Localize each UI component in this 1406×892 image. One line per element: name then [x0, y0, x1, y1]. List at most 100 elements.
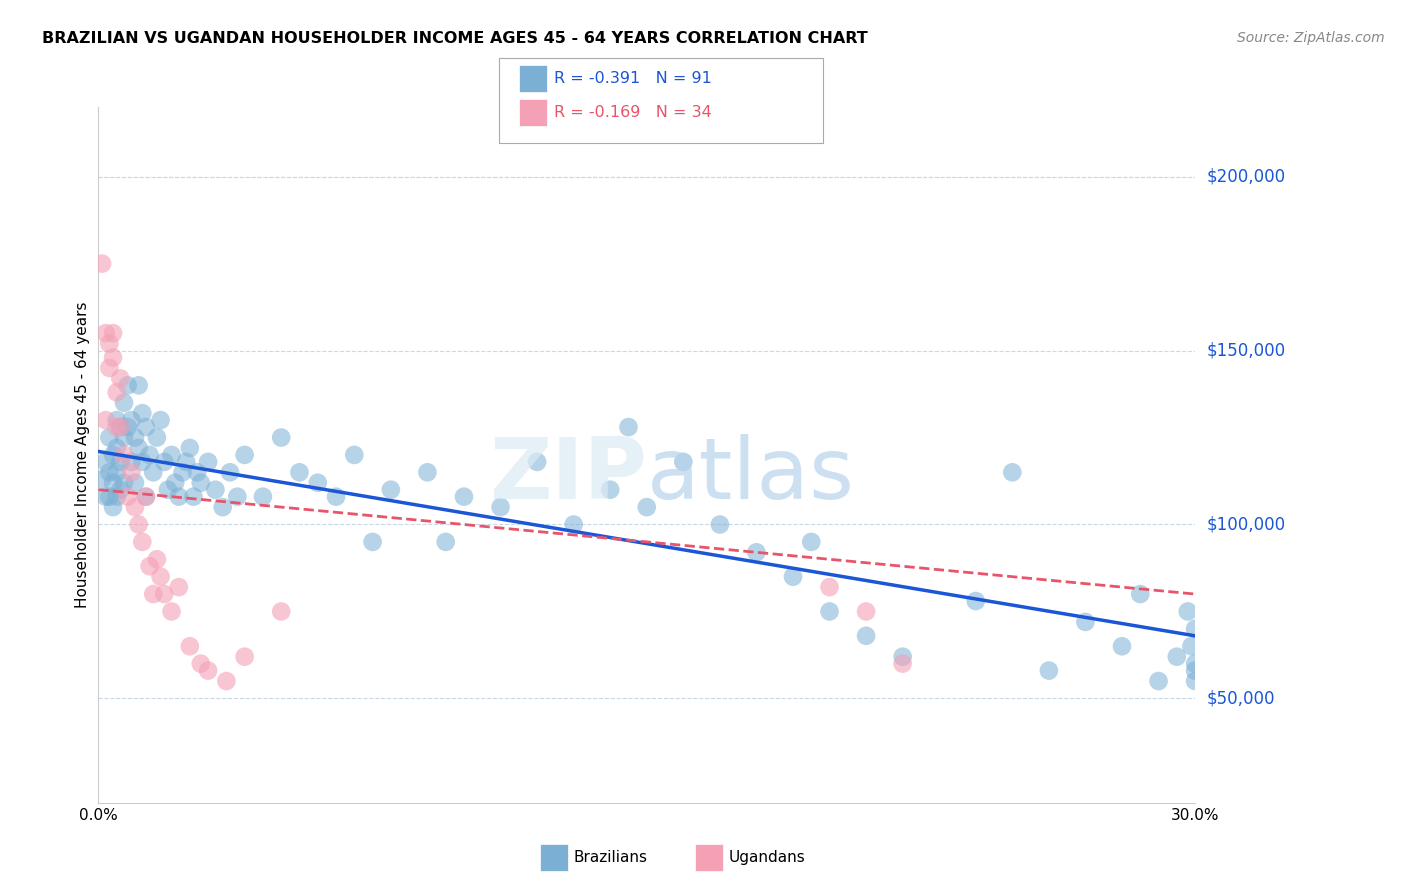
- Point: [617, 420, 640, 434]
- Point: [183, 490, 205, 504]
- Point: [1177, 605, 1199, 619]
- Point: [1038, 664, 1060, 678]
- Point: [98, 490, 121, 504]
- Point: [128, 378, 150, 392]
- Point: [252, 490, 274, 504]
- Point: [105, 420, 128, 434]
- Point: [179, 441, 201, 455]
- Point: [149, 570, 172, 584]
- Text: $150,000: $150,000: [1206, 342, 1285, 359]
- Point: [1129, 587, 1152, 601]
- Point: [112, 430, 135, 444]
- Point: [219, 466, 242, 480]
- Point: [101, 326, 124, 340]
- Point: [1147, 674, 1170, 689]
- Point: [94, 455, 117, 469]
- Point: [112, 395, 135, 409]
- Point: [1001, 466, 1024, 480]
- Point: [146, 430, 169, 444]
- Point: [800, 534, 823, 549]
- Point: [453, 490, 475, 504]
- Point: [818, 605, 841, 619]
- Point: [112, 475, 135, 490]
- Point: [672, 455, 695, 469]
- Point: [325, 490, 347, 504]
- Point: [124, 430, 146, 444]
- Point: [117, 490, 139, 504]
- Point: [172, 466, 194, 480]
- Text: R = -0.169   N = 34: R = -0.169 N = 34: [554, 104, 711, 120]
- Point: [94, 326, 117, 340]
- Point: [270, 430, 292, 444]
- Point: [416, 466, 439, 480]
- Point: [110, 420, 132, 434]
- Point: [142, 466, 165, 480]
- Point: [818, 580, 841, 594]
- Point: [197, 455, 219, 469]
- Point: [138, 559, 160, 574]
- Text: $200,000: $200,000: [1206, 168, 1285, 186]
- Point: [489, 500, 512, 514]
- Point: [288, 466, 311, 480]
- Point: [135, 420, 157, 434]
- Point: [186, 466, 208, 480]
- Text: atlas: atlas: [647, 434, 855, 517]
- Point: [204, 483, 226, 497]
- Point: [91, 256, 114, 270]
- Point: [965, 594, 987, 608]
- Point: [98, 466, 121, 480]
- Point: [361, 534, 384, 549]
- Point: [105, 466, 128, 480]
- Text: Source: ZipAtlas.com: Source: ZipAtlas.com: [1237, 31, 1385, 45]
- Point: [110, 455, 132, 469]
- Point: [105, 441, 128, 455]
- Point: [855, 629, 877, 643]
- Point: [174, 455, 197, 469]
- Point: [562, 517, 585, 532]
- Point: [131, 406, 153, 420]
- Point: [101, 448, 124, 462]
- Point: [110, 483, 132, 497]
- Point: [105, 413, 128, 427]
- Point: [131, 534, 153, 549]
- Point: [120, 455, 142, 469]
- Point: [98, 430, 121, 444]
- Point: [98, 336, 121, 351]
- Point: [709, 517, 731, 532]
- Point: [1166, 649, 1188, 664]
- Point: [112, 448, 135, 462]
- Point: [160, 448, 183, 462]
- Point: [98, 360, 121, 375]
- Point: [167, 580, 190, 594]
- Point: [1184, 657, 1206, 671]
- Point: [101, 351, 124, 365]
- Point: [270, 605, 292, 619]
- Point: [891, 649, 914, 664]
- Point: [165, 475, 187, 490]
- Point: [167, 490, 190, 504]
- Point: [105, 385, 128, 400]
- Point: [179, 639, 201, 653]
- Point: [782, 570, 804, 584]
- Point: [1184, 674, 1206, 689]
- Point: [1184, 622, 1206, 636]
- Point: [233, 649, 256, 664]
- Point: [636, 500, 658, 514]
- Point: [226, 490, 249, 504]
- Point: [153, 587, 176, 601]
- Point: [135, 490, 157, 504]
- Point: [94, 413, 117, 427]
- Point: [160, 605, 183, 619]
- Text: Ugandans: Ugandans: [728, 850, 806, 864]
- Point: [128, 517, 150, 532]
- Point: [149, 413, 172, 427]
- Point: [156, 483, 179, 497]
- Point: [135, 490, 157, 504]
- Y-axis label: Householder Income Ages 45 - 64 years: Householder Income Ages 45 - 64 years: [75, 301, 90, 608]
- Point: [101, 475, 124, 490]
- Text: ZIP: ZIP: [489, 434, 647, 517]
- Point: [124, 475, 146, 490]
- Point: [211, 500, 233, 514]
- Point: [1074, 615, 1097, 629]
- Point: [745, 545, 768, 559]
